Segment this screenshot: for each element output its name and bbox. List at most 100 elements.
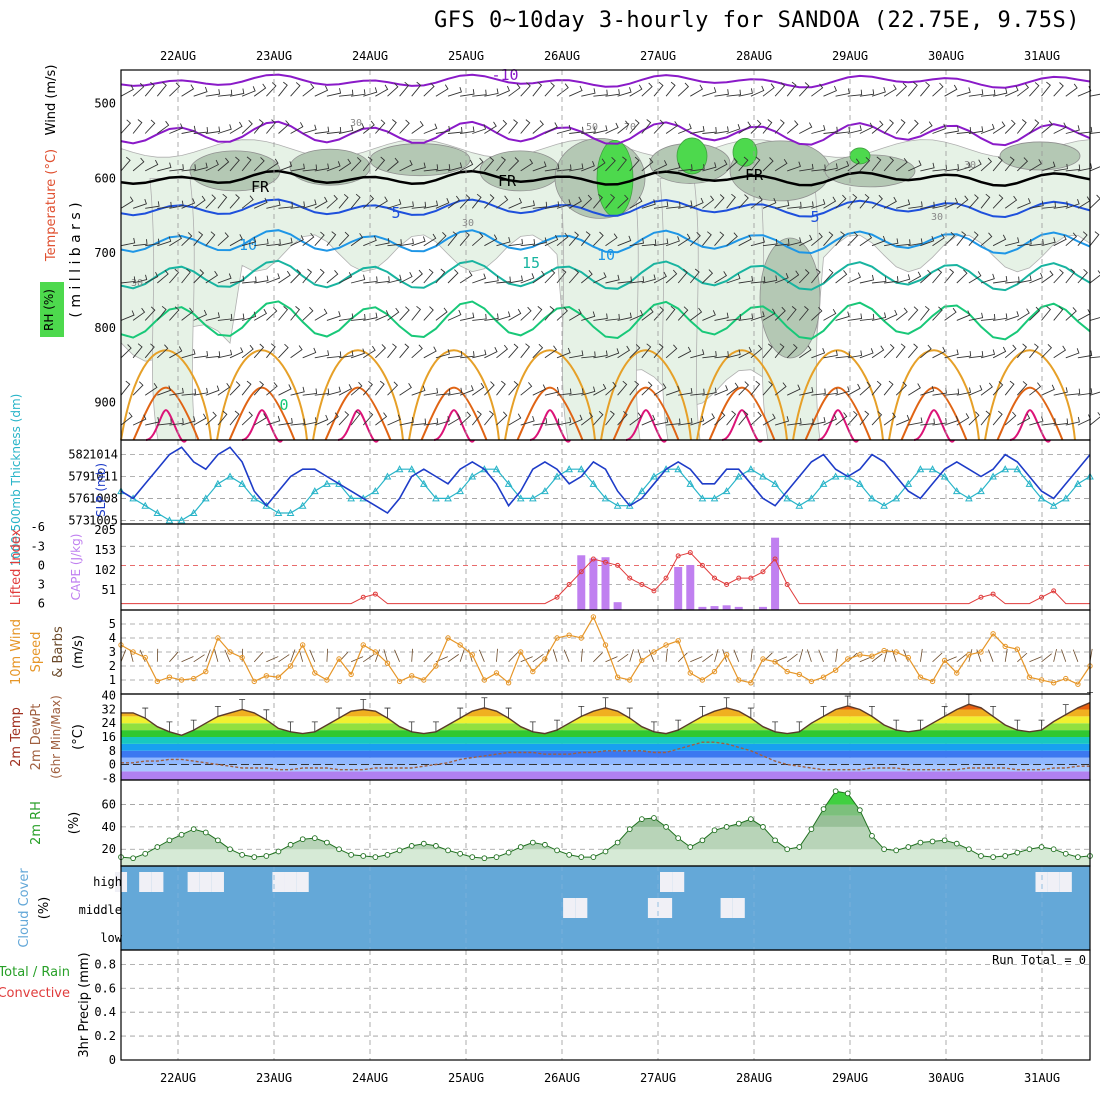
upper-wind-barb-158: [1053, 122, 1067, 134]
upper-wind-barb-596: [472, 349, 487, 359]
surface-wind-barb-21: [374, 649, 380, 662]
slp-tick-1011: 1011: [89, 470, 118, 484]
upper-wind-barb-62: [871, 86, 886, 97]
upper-wind-barb-758: [471, 410, 482, 426]
upper-wind-barb-143: [871, 120, 884, 134]
upper-wind-barb-90: [229, 121, 243, 134]
upper-wind-barb-18: [338, 89, 354, 97]
upper-wind-barb-771: [629, 412, 642, 426]
upper-wind-barb-679: [496, 380, 506, 396]
wind-speed-point-23: [396, 678, 403, 685]
lifted-index-point-45: [663, 575, 669, 581]
upper-wind-barb-176: [290, 163, 305, 172]
bottom-date-label-5: 27AUG: [640, 1071, 676, 1085]
upper-wind-barb-775: [678, 418, 693, 426]
upper-wind-barb-182: [362, 156, 373, 172]
upper-wind-barb-190: [459, 159, 474, 172]
upper-wind-barb-796: [932, 418, 947, 426]
upper-wind-barb-578: [253, 343, 265, 359]
wind-speed-point-2: [142, 654, 148, 661]
cape-bar-9: [734, 606, 743, 610]
upper-wind-barb-740: [253, 413, 267, 426]
upper-wind-barb-591: [411, 344, 423, 359]
upper-wind-barb-477: [993, 276, 1008, 284]
upper-wind-barb-460: [786, 270, 800, 284]
upper-wind-barb-667: [350, 381, 363, 396]
upper-wind-barb-754: [423, 418, 439, 426]
upper-wind-barb-518: [508, 308, 522, 321]
upper-wind-barb-288: [666, 201, 681, 209]
upper-wind-barb-243: [120, 196, 134, 209]
upper-wind-barb-649: [132, 381, 144, 396]
upper-wind-barb-473: [944, 268, 955, 284]
upper-wind-barb-734: [181, 416, 196, 426]
upper-wind-barb-693: [665, 385, 680, 396]
rh-point-37: [566, 851, 573, 858]
cape-bar-5: [686, 565, 695, 610]
thickness-point-53: [759, 472, 767, 480]
upper-wind-barb-433: [459, 270, 473, 284]
rh-point-36: [554, 847, 560, 854]
upper-wind-barb-259: [314, 196, 328, 209]
upper-wind-barb-523: [568, 308, 582, 321]
upper-wind-barb-212: [726, 157, 738, 172]
surface-wind-barb-71: [976, 649, 982, 662]
upper-wind-barb-551: [907, 306, 919, 321]
cloud-high-gap-46: [672, 872, 685, 892]
wind-speed-point-52: [748, 680, 754, 686]
surface-wind-barb-24: [411, 648, 413, 662]
upper-wind-barb-772: [641, 414, 656, 426]
thickness-point-16: [310, 487, 319, 495]
upper-wind-barb-767: [581, 412, 594, 426]
upper-wind-barb-517: [496, 311, 511, 321]
upper-wind-barb-101: [363, 120, 375, 134]
wind-speed-point-55: [784, 668, 790, 675]
top-date-label-0: 22AUG: [160, 49, 196, 63]
upper-wind-barb-751: [387, 414, 401, 426]
surface-wind-barb-12: [266, 656, 279, 663]
rh-point-12: [263, 853, 270, 859]
upper-wind-barb-285: [629, 196, 643, 209]
upper-wind-barb-76: [1041, 81, 1051, 97]
surface-wind-barb-45: [665, 648, 668, 662]
upper-wind-barb-330: [193, 231, 204, 246]
upper-wind-barb-800: [980, 410, 991, 426]
thickness-point-13: [274, 508, 283, 517]
upper-wind-barb-756: [447, 413, 461, 426]
wind-speed-point-49: [711, 668, 718, 675]
upper-wind-barb-331: [205, 231, 216, 246]
upper-wind-barb-360: [556, 232, 569, 247]
upper-wind-barb-696: [702, 387, 717, 396]
surface-wind-barb-70: [968, 649, 973, 662]
temp-ylabel-d: (°C): [71, 724, 86, 750]
upper-wind-barb-420: [302, 268, 313, 284]
upper-wind-barb-560: [1017, 308, 1030, 321]
upper-wind-barb-298: [787, 201, 802, 209]
cloud-high-gap-77: [1047, 872, 1060, 892]
upper-wind-barb-438: [520, 273, 535, 284]
rh-point-24: [408, 843, 415, 849]
temp-minmax-bar-18: [336, 707, 343, 719]
rh-point-55: [784, 846, 791, 853]
surface-wind-barb-32: [508, 652, 518, 663]
upper-wind-barb-705: [811, 388, 826, 396]
upper-wind-barb-22: [387, 82, 399, 97]
temp-band-3: [121, 750, 1090, 758]
rh-point-21: [372, 854, 379, 860]
upper-wind-barb-532: [677, 306, 689, 321]
upper-wind-barb-398: [1017, 238, 1032, 247]
temp-minmax-bar-38: [578, 705, 585, 717]
lifted-index-point-55: [784, 582, 790, 588]
upper-wind-barb-37: [569, 85, 583, 97]
upper-wind-barb-26: [435, 84, 449, 97]
upper-wind-barb-553: [932, 306, 943, 321]
upper-wind-barb-386: [871, 235, 886, 247]
upper-wind-barb-75: [1029, 82, 1040, 97]
upper-wind-barb-135: [774, 119, 785, 134]
upper-wind-barb-548: [871, 312, 887, 321]
surface-wind-barb-1: [129, 649, 134, 662]
slp-tick-1014: 1014: [89, 448, 118, 462]
upper-wind-barb-442: [568, 268, 580, 284]
upper-wind-barb-43: [641, 82, 653, 97]
surface-wind-barb-75: [1029, 656, 1042, 663]
